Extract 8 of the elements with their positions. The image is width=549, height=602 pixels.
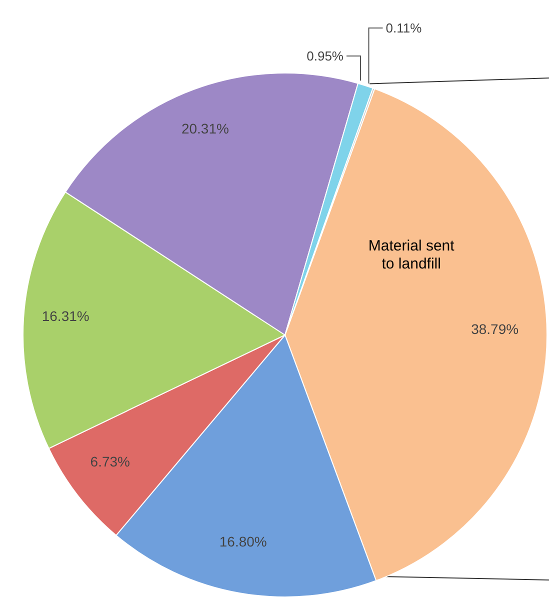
data-label: 20.31% [181, 120, 229, 136]
data-label: 6.73% [90, 453, 130, 470]
data-label: 16.80% [219, 534, 267, 550]
slice-label: Material sent to landfill [368, 238, 456, 273]
data-label: 0.95% [306, 48, 344, 64]
data-label: 16.31% [42, 308, 90, 324]
data-label: 0.11% [386, 20, 422, 36]
data-label: 38.79% [471, 321, 519, 338]
